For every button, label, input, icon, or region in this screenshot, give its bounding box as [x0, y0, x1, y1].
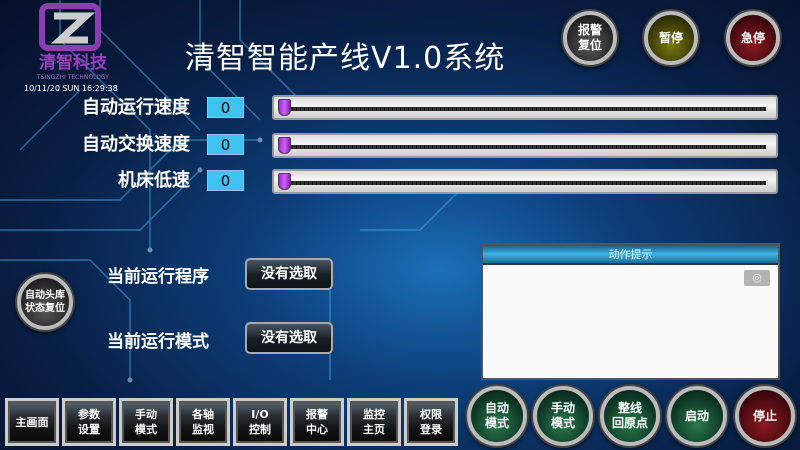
machine-low-speed-label: 机床低速 — [118, 170, 190, 191]
nav-button-label: 权限 登录 — [420, 408, 442, 436]
current-program-button[interactable]: 没有选取 — [245, 258, 333, 290]
page-title: 清智智能产线V1.0系统 — [185, 41, 506, 76]
auto-exchange-speed-input[interactable]: 0 — [207, 134, 244, 155]
nav-button[interactable]: 各轴 监视 — [176, 398, 230, 446]
settings-icon[interactable]: ◎ — [744, 270, 770, 286]
current-mode-label: 当前运行模式 — [107, 332, 209, 352]
mode-button[interactable]: 启动 — [667, 386, 727, 446]
mode-button[interactable]: 停止 — [735, 386, 795, 446]
datetime-display: 10/11/20 SUN 16:29:38 — [24, 84, 118, 93]
auto-exchange-speed-slider[interactable] — [272, 133, 778, 158]
nav-button[interactable]: 参数 设置 — [62, 398, 116, 446]
mode-button[interactable]: 整线 回原点 — [600, 386, 660, 446]
emergency-stop-button[interactable]: 急停 — [726, 11, 780, 65]
auto-run-speed-slider[interactable] — [272, 95, 778, 120]
action-hint-panel: 动作提示 ◎ — [481, 243, 780, 380]
slider-track — [288, 107, 766, 111]
svg-text:清智科技: 清智科技 — [39, 52, 108, 73]
alarm-reset-label: 报警 复位 — [577, 23, 602, 52]
machine-low-speed-slider[interactable] — [272, 169, 778, 194]
mode-button[interactable]: 手动 模式 — [533, 386, 593, 446]
machine-low-speed-input[interactable]: 0 — [207, 170, 244, 191]
slider-thumb[interactable] — [278, 173, 291, 190]
tool-magazine-reset-button[interactable]: 自动头库 状态复位 — [17, 274, 73, 330]
nav-button-label: 各轴 监视 — [192, 408, 214, 436]
alarm-reset-button[interactable]: 报警 复位 — [563, 11, 617, 65]
auto-run-speed-label: 自动运行速度 — [82, 97, 190, 118]
nav-button-label: 参数 设置 — [78, 408, 100, 436]
emergency-stop-label: 急停 — [740, 30, 765, 45]
mode-button-label: 手动 模式 — [550, 401, 575, 430]
mode-button-label: 自动 模式 — [484, 401, 509, 430]
mode-button-label: 停止 — [752, 408, 777, 423]
nav-button[interactable]: 报警 中心 — [290, 398, 344, 446]
slider-thumb[interactable] — [278, 137, 291, 154]
company-logo: 清智科技 TSINGZHI TECHNOLOGY — [28, 2, 118, 82]
auto-exchange-speed-label: 自动交换速度 — [82, 134, 190, 155]
pause-button[interactable]: 暂停 — [644, 11, 698, 65]
nav-button-label: 手动 模式 — [135, 408, 157, 436]
nav-button[interactable]: 权限 登录 — [404, 398, 458, 446]
pause-label: 暂停 — [658, 30, 683, 45]
slider-thumb[interactable] — [278, 99, 291, 116]
tool-magazine-reset-label: 自动头库 状态复位 — [25, 290, 65, 314]
nav-button-label: 主画面 — [15, 415, 49, 429]
svg-text:TSINGZHI TECHNOLOGY: TSINGZHI TECHNOLOGY — [36, 74, 109, 81]
auto-run-speed-input[interactable]: 0 — [207, 97, 244, 118]
nav-button[interactable]: 主画面 — [5, 398, 59, 446]
nav-button-label: 监控 主页 — [363, 408, 385, 436]
mode-button[interactable]: 自动 模式 — [467, 386, 527, 446]
nav-button[interactable]: 监控 主页 — [347, 398, 401, 446]
slider-track — [288, 145, 766, 149]
nav-button-label: I/O 控制 — [249, 408, 271, 436]
mode-button-label: 启动 — [684, 408, 709, 423]
nav-button[interactable]: I/O 控制 — [233, 398, 287, 446]
slider-track — [288, 181, 766, 185]
current-mode-button[interactable]: 没有选取 — [245, 322, 333, 354]
nav-button-label: 报警 中心 — [306, 408, 328, 436]
mode-button-label: 整线 回原点 — [611, 401, 648, 430]
action-hint-title: 动作提示 — [483, 245, 778, 265]
nav-button[interactable]: 手动 模式 — [119, 398, 173, 446]
current-program-label: 当前运行程序 — [107, 267, 209, 287]
